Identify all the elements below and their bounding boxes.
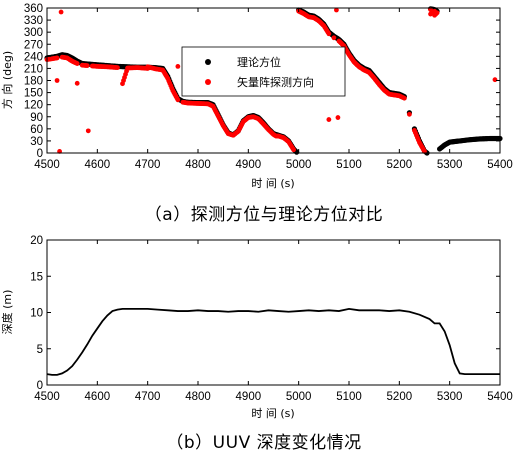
detected-bearing-point xyxy=(175,97,181,103)
chart-b-ylabel: 深度 (m) xyxy=(0,290,14,335)
x-tick-label: 4900 xyxy=(236,159,262,171)
x-tick-label: 4800 xyxy=(185,391,211,403)
y-tick-label: 180 xyxy=(24,76,43,88)
detected-bearing-point xyxy=(434,10,440,16)
y-tick-label: 5 xyxy=(37,344,43,356)
chart-a-bearing-comparison: 4500 4600 4700 4800 4900 5000 5100 5200 5300 5400… xyxy=(0,3,513,190)
x-tick-label: 4900 xyxy=(236,391,262,403)
chart-b-marks xyxy=(46,307,500,376)
detected-bearing-point xyxy=(74,61,80,66)
y-tick-label: 300 xyxy=(24,27,43,39)
detected-bearing-point xyxy=(84,63,90,68)
chart-a-legend: 理论方位 矢量阵探测方向 xyxy=(181,46,346,97)
y-tick-label: 270 xyxy=(24,39,43,51)
detected-bearing-point xyxy=(326,117,332,122)
detected-bearing-point xyxy=(407,111,412,117)
chart-a-ticks: 4500 4600 4700 4800 4900 5000 5100 5200 5300 5400… xyxy=(24,3,513,171)
y-tick-label: 240 xyxy=(24,51,43,63)
x-tick-label: 4500 xyxy=(34,159,60,171)
y-tick-label: 0 xyxy=(37,148,43,160)
legend-label-detected: 矢量阵探测方向 xyxy=(237,75,314,89)
detected-bearing-point xyxy=(54,78,60,83)
x-tick-label: 4800 xyxy=(185,159,211,171)
y-tick-label: 15 xyxy=(30,271,43,283)
detected-bearing-point xyxy=(85,128,91,134)
y-tick-label: 30 xyxy=(30,136,43,148)
x-tick-label: 5300 xyxy=(437,159,463,171)
x-tick-label: 5000 xyxy=(286,391,312,403)
legend-marker-theory xyxy=(205,59,211,65)
y-tick-label: 0 xyxy=(37,380,43,392)
chart-b-plot-area xyxy=(47,240,500,385)
detected-bearing-point xyxy=(74,80,80,86)
legend-label-theory: 理论方位 xyxy=(237,55,281,69)
x-tick-label: 5200 xyxy=(387,391,413,403)
x-tick-label: 4600 xyxy=(85,159,111,171)
chart-b-uuv-depth: 4500 4600 4700 4800 4900 5000 5100 5200 5300 5400… xyxy=(0,235,513,420)
y-tick-label: 150 xyxy=(24,88,43,100)
y-tick-label: 360 xyxy=(24,3,43,15)
chart-a-ylabel: 方 向 (deg) xyxy=(0,51,14,109)
x-tick-label: 5100 xyxy=(336,159,362,171)
chart-b-xlabel: 时 间 (s) xyxy=(251,407,294,420)
chart-b-ticks: 4500 4600 4700 4800 4900 5000 5100 5200 5300 5400… xyxy=(30,235,513,403)
x-tick-label: 5300 xyxy=(437,391,463,403)
y-tick-label: 330 xyxy=(24,15,43,27)
chart-b-caption: （b）UUV 深度变化情况 xyxy=(166,433,362,453)
depth-line xyxy=(46,307,500,376)
detected-bearing-point xyxy=(401,95,407,101)
chart-a-marks xyxy=(44,6,503,156)
x-tick-label: 5200 xyxy=(387,159,413,171)
chart-a-caption: （a）探测方位与理论方位对比 xyxy=(144,205,384,225)
x-tick-label: 5400 xyxy=(487,159,513,171)
x-tick-label: 4600 xyxy=(85,391,111,403)
detected-bearing-point xyxy=(331,35,337,41)
y-tick-label: 90 xyxy=(30,112,43,124)
detected-bearing-point xyxy=(58,9,64,15)
detected-bearing-point xyxy=(54,55,60,61)
x-tick-label: 4700 xyxy=(135,159,161,171)
y-tick-label: 60 xyxy=(30,124,43,136)
x-tick-label: 5400 xyxy=(487,391,513,403)
detected-bearing-point xyxy=(492,77,498,83)
detected-bearing-point xyxy=(326,31,332,37)
legend-box xyxy=(181,46,346,97)
y-tick-label: 210 xyxy=(24,63,43,75)
detected-bearing-point xyxy=(335,115,341,120)
y-tick-label: 20 xyxy=(30,235,43,247)
legend-marker-detected xyxy=(205,79,211,85)
x-tick-label: 4700 xyxy=(135,391,161,403)
x-tick-label: 5000 xyxy=(286,159,312,171)
detected-bearing-point xyxy=(175,64,181,69)
y-tick-label: 120 xyxy=(24,100,43,112)
detected-bearing-point xyxy=(334,7,339,13)
detected-bearing-point xyxy=(291,147,297,153)
detected-bearing-point xyxy=(115,65,120,71)
x-tick-label: 4500 xyxy=(34,391,60,403)
chart-a-xlabel: 时 间 (s) xyxy=(251,177,294,190)
y-tick-label: 10 xyxy=(30,308,43,320)
x-tick-label: 5100 xyxy=(336,391,362,403)
